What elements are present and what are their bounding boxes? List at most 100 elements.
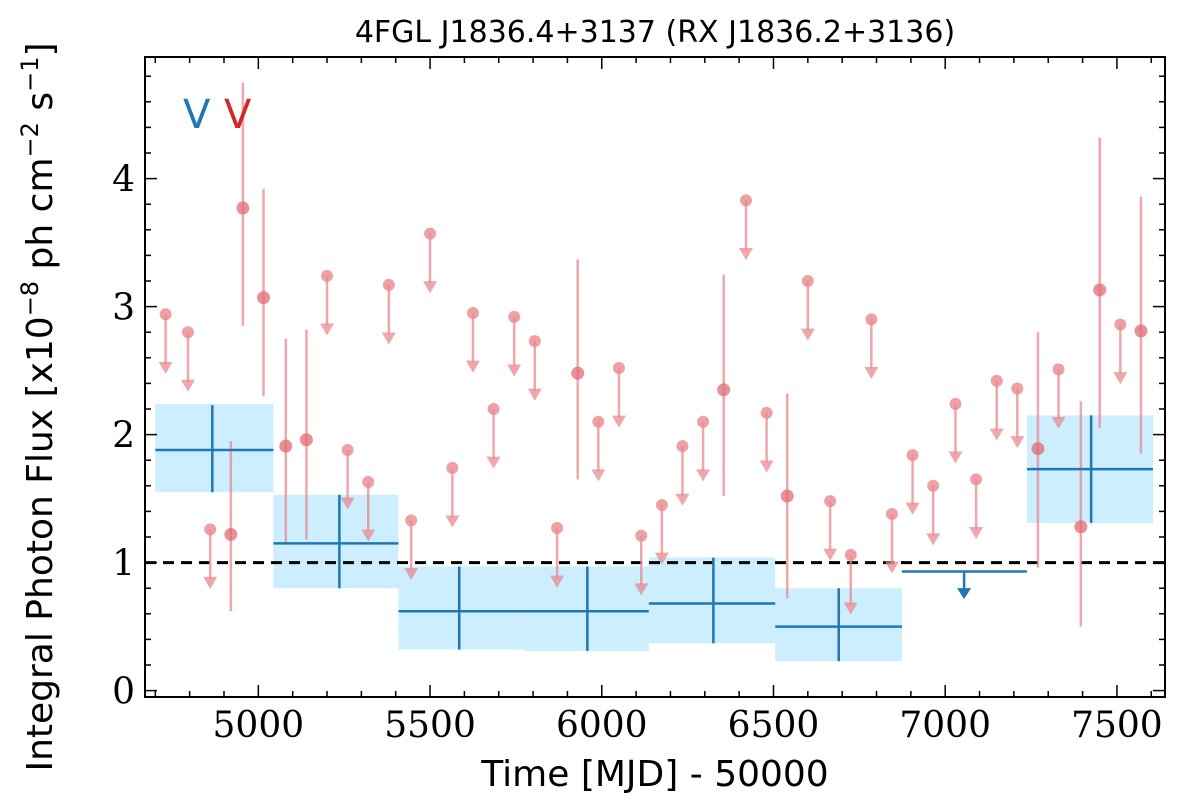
long-bin-band (398, 566, 524, 650)
short-bin-arrowhead (739, 247, 754, 260)
long-bin-band (648, 557, 776, 644)
short-bin-arrowhead (823, 548, 838, 561)
short-bin-point (970, 473, 983, 486)
short-bin-points (158, 82, 1148, 627)
short-bin-arrowhead (843, 602, 858, 615)
short-bin-point (299, 433, 313, 447)
short-bin-point (592, 415, 605, 428)
y-tick-label: 0 (112, 672, 135, 713)
short-bin-point (927, 479, 940, 492)
short-bin-point (906, 449, 919, 462)
short-bin-point (1093, 283, 1107, 297)
short-bin-arrowhead (445, 515, 460, 528)
short-bin-arrowhead (203, 576, 218, 589)
short-bin-point (844, 548, 857, 561)
short-bin-point (1052, 363, 1065, 376)
short-bin-point (382, 278, 395, 291)
short-bin-arrowhead (989, 428, 1004, 441)
short-bin-point (571, 366, 585, 380)
short-bin-arrowhead (1010, 436, 1025, 449)
short-bin-arrowhead (158, 361, 173, 374)
short-bin-point (181, 326, 194, 339)
short-bin-point (990, 374, 1003, 387)
short-bin-arrowhead (969, 527, 984, 539)
x-tick-label: 5500 (384, 705, 476, 746)
short-bin-point (885, 507, 898, 520)
short-bin-point (801, 275, 814, 287)
short-bin-point (487, 403, 500, 415)
short-bin-arrowhead (1113, 372, 1128, 385)
axis-ticks: 5000 5500 6000 6500 7000 7500 0 1 2 3 4 (112, 57, 1165, 746)
short-bin-arrowhead (507, 364, 522, 377)
short-bin-arrowhead (180, 379, 195, 392)
short-bin-point (508, 310, 521, 323)
short-bin-arrowhead (381, 332, 396, 345)
short-bin-arrowhead (654, 552, 669, 565)
short-bin-point (466, 307, 479, 319)
x-tick-label: 6500 (728, 705, 820, 746)
short-bin-arrowhead (340, 497, 355, 510)
short-bin-point (635, 529, 648, 542)
short-bin-point (551, 522, 564, 535)
short-bin-arrowhead (404, 567, 419, 580)
plot-frame (144, 56, 1166, 698)
short-bin-arrowhead (926, 533, 941, 546)
short-bin-arrowhead (361, 529, 376, 542)
short-bin-point (446, 461, 459, 474)
short-bin-point (224, 527, 238, 541)
short-bin-point (159, 308, 172, 321)
y-tick-label: 3 (112, 288, 135, 329)
long-bin-ul-arrowhead (957, 588, 972, 600)
short-bin-arrowhead (423, 281, 438, 294)
short-bin-point (424, 227, 437, 240)
y-tick-label: 1 (112, 544, 135, 585)
short-bin-point (1011, 382, 1024, 395)
short-bin-point (405, 514, 418, 527)
y-axis-label-exp: −2 (16, 122, 44, 157)
short-bin-point (1031, 442, 1045, 456)
short-bin-point (279, 439, 293, 453)
x-tick-label: 5000 (213, 705, 305, 746)
short-bin-arrowhead (1051, 416, 1066, 429)
short-bin-arrowhead (320, 323, 335, 336)
y-axis-label-part: s (20, 92, 61, 122)
short-bin-arrowhead (591, 469, 606, 482)
short-bin-point (341, 443, 354, 456)
short-bin-point (949, 397, 962, 410)
short-bin-point (204, 523, 217, 536)
short-bin-arrowhead (948, 451, 963, 464)
short-bin-arrowhead (675, 493, 690, 506)
short-bin-point (528, 335, 541, 348)
long-bin-points (155, 405, 1153, 662)
short-bin-arrowhead (759, 460, 774, 473)
short-bin-point (717, 383, 731, 397)
x-tick-label: 7500 (1071, 705, 1163, 746)
short-bin-arrowhead (864, 367, 879, 379)
short-bin-point (612, 362, 625, 375)
x-axis-label: Time [MJD] - 50000 (480, 754, 828, 795)
short-bin-point (362, 475, 375, 488)
y-axis-label-part: ] (20, 42, 61, 56)
short-bin-arrowhead (696, 469, 711, 482)
short-bin-point (740, 194, 753, 207)
short-bin-arrowhead (800, 328, 815, 341)
y-axis-label: Integral Photon Flux [x10−8 ph cm−2 s−1] (16, 42, 61, 771)
marker-v-red: V (224, 92, 252, 138)
short-bin-point (1114, 318, 1127, 331)
short-bin-point (1074, 520, 1088, 534)
short-bin-arrowhead (550, 575, 565, 588)
long-bin-band (155, 403, 274, 493)
short-bin-point (697, 415, 710, 428)
short-bin-arrowhead (465, 360, 480, 373)
short-bin-arrowhead (486, 456, 501, 469)
y-axis-label-exp: −1 (16, 57, 44, 92)
short-bin-point (760, 406, 773, 419)
x-tick-label: 6000 (556, 705, 648, 746)
short-bin-arrowhead (884, 561, 899, 574)
short-bin-point (824, 495, 837, 508)
short-bin-arrowhead (611, 415, 626, 428)
marker-v-blue: V (183, 92, 211, 138)
short-bin-point (676, 440, 689, 453)
y-axis-label-part: Integral Photon Flux [x10 (20, 316, 61, 771)
